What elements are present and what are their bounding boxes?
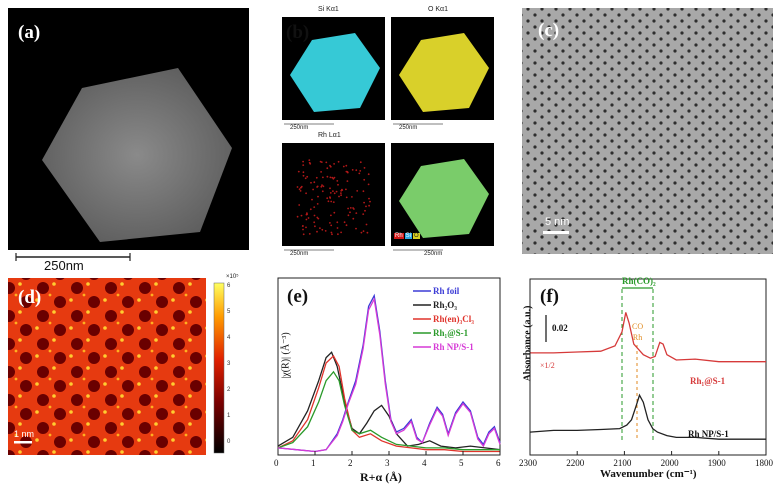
map-scale-o: 250nm bbox=[399, 125, 418, 131]
panel-b-map-si bbox=[282, 17, 385, 120]
panel-e-xtick-label: 1 bbox=[311, 458, 316, 468]
panel-f-xtick-label: 2100 bbox=[613, 458, 632, 468]
colorbar-tick-label: 5 bbox=[227, 309, 231, 315]
panel-f-xlabel: Wavenumber (cm⁻¹) bbox=[600, 468, 697, 480]
panel-f-chart bbox=[529, 278, 767, 456]
panel-f-xtick-label: 2300 bbox=[519, 458, 537, 468]
colorbar-tick-label: 3 bbox=[227, 361, 231, 367]
panel-e-chart bbox=[277, 277, 501, 456]
legend-rh1-s1: Rh₁@S-1 bbox=[433, 328, 469, 338]
panel-e-xtick-label: 2 bbox=[348, 458, 353, 468]
panel-f-series-0 bbox=[530, 312, 766, 363]
colorbar-tick-label: 4 bbox=[227, 335, 231, 341]
legend-si: Si bbox=[404, 233, 413, 239]
panel-d-scalebar bbox=[14, 441, 32, 444]
panel-e-series-1 bbox=[277, 351, 501, 451]
overlay-legend: Rh Si O bbox=[394, 233, 420, 239]
legend-rh: Rh bbox=[394, 233, 404, 239]
panel-f-xtick-label: 2000 bbox=[660, 458, 679, 468]
map-scale-rh: 250nm bbox=[290, 251, 309, 257]
panel-e-xtick-label: 5 bbox=[459, 458, 464, 468]
map-title-rh: Rh Lα1 bbox=[318, 132, 341, 139]
map-title-o: O Kα1 bbox=[428, 6, 448, 13]
legend-o: O bbox=[413, 233, 420, 239]
legend-rh-en: Rh(en)₃Cl₃ bbox=[433, 314, 474, 324]
map-scale-si: 250nm bbox=[290, 125, 309, 131]
panel-e-ylabel: |χ(R)| (Å⁻³) bbox=[280, 332, 292, 379]
panel-e-label: (e) bbox=[287, 286, 309, 307]
panel-d-label: (d) bbox=[18, 287, 42, 308]
panel-e-legend: Rh foil Rh₂O₃ Rh(en)₃Cl₃ Rh₁@S-1 Rh NP/S… bbox=[413, 284, 474, 354]
panel-e-series-4 bbox=[277, 297, 501, 453]
panel-b-map-o bbox=[391, 17, 494, 120]
f-multiplier: ×1/2 bbox=[540, 361, 555, 370]
map-scale-overlay: 250nm bbox=[424, 251, 443, 257]
map-title-si: Si Kα1 bbox=[318, 6, 339, 13]
colorbar-exponent: ×10⁵ bbox=[226, 274, 239, 280]
panel-e-xlabel: R+α (Å) bbox=[360, 470, 402, 484]
panel-f-ylabel: Absorbance (a.u.) bbox=[522, 305, 534, 382]
panel-e-xtick-label: 3 bbox=[385, 458, 390, 468]
colorbar-tick-label: 6 bbox=[227, 283, 231, 289]
panel-b-label: (b) bbox=[286, 22, 310, 43]
f-rh-label: Rh bbox=[632, 333, 643, 342]
panel-f-label: (f) bbox=[540, 286, 559, 307]
colorbar-tick-label: 2 bbox=[227, 387, 231, 393]
panel-d-colorbar bbox=[213, 282, 225, 454]
panel-c-label: (c) bbox=[538, 20, 560, 41]
panel-a-label: (a) bbox=[18, 22, 41, 43]
f-series-label-rhnp: Rh NP/S-1 bbox=[688, 429, 729, 439]
panel-d-scalebar-label: 1 nm bbox=[14, 429, 35, 439]
panel-f-xtick-label: 2200 bbox=[566, 458, 585, 468]
panel-e-xtick-label: 6 bbox=[496, 458, 501, 468]
legend-rh-foil: Rh foil bbox=[433, 286, 460, 296]
f-co-rh-label: CO Rh bbox=[632, 321, 643, 343]
legend-rh2o3: Rh₂O₃ bbox=[433, 300, 457, 310]
panel-a-scalebar-label: 250nm bbox=[44, 258, 84, 273]
f-series-label-rh1: Rh₁@S-1 bbox=[690, 376, 726, 386]
panel-c-image bbox=[522, 8, 773, 254]
panel-e-series-3 bbox=[277, 370, 500, 451]
panel-c-scalebar-label: 5 nm bbox=[545, 216, 570, 228]
panel-f-xtick-label: 1800 bbox=[755, 458, 773, 468]
panel-c-scalebar bbox=[543, 231, 569, 234]
panel-b-map-overlay bbox=[391, 143, 494, 246]
f-co-label: CO bbox=[632, 322, 644, 331]
colorbar-tick-label: 1 bbox=[227, 413, 231, 419]
panel-f-series-1 bbox=[529, 393, 766, 440]
legend-rh-np: Rh NP/S-1 bbox=[433, 342, 474, 352]
f-scale-label: 0.02 bbox=[552, 323, 568, 333]
panel-e-series-2 bbox=[277, 354, 500, 453]
panel-e-xtick-label: 4 bbox=[422, 458, 427, 468]
panel-d-image bbox=[8, 278, 206, 455]
panel-e-xtick-label: 0 bbox=[274, 458, 279, 468]
panel-b-map-rh bbox=[282, 143, 385, 246]
panel-b-scalebars bbox=[284, 123, 443, 251]
hexagon-crystal bbox=[42, 68, 232, 242]
colorbar-tick-label: 0 bbox=[227, 439, 231, 445]
panel-f-axes-frame bbox=[529, 278, 767, 456]
f-rh-co2-label: Rh(CO)₂ bbox=[622, 276, 656, 286]
panel-f-xtick-label: 1900 bbox=[707, 458, 726, 468]
